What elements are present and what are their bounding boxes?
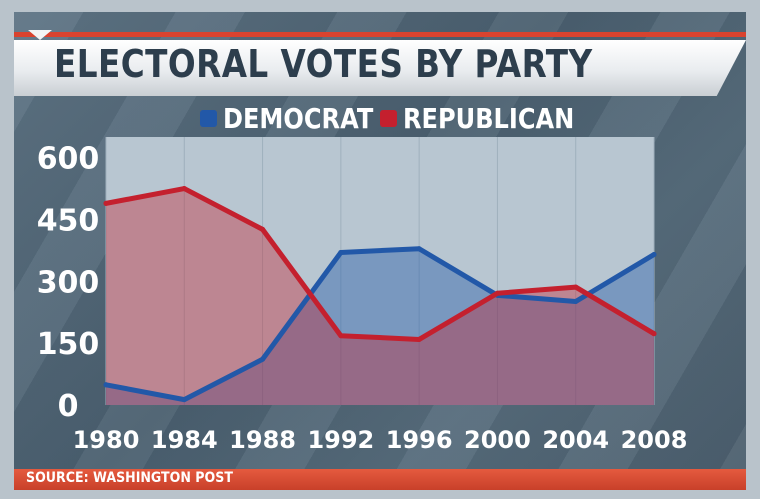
x-tick-label: 1988 bbox=[229, 426, 296, 454]
point-republican-2004 bbox=[573, 284, 579, 290]
point-republican-1984 bbox=[181, 186, 187, 192]
point-democrat-1984 bbox=[181, 397, 187, 403]
x-tick-label: 2004 bbox=[542, 426, 609, 454]
point-republican-2000 bbox=[494, 290, 500, 296]
y-tick-label: 600 bbox=[37, 142, 100, 177]
point-democrat-1996 bbox=[416, 246, 422, 252]
x-tick-label: 2000 bbox=[464, 426, 531, 454]
x-tick-label: 2008 bbox=[621, 426, 688, 454]
point-democrat-1980 bbox=[103, 382, 109, 388]
point-republican-1980 bbox=[103, 200, 109, 206]
y-tick-label: 150 bbox=[37, 327, 100, 362]
point-republican-2008 bbox=[651, 331, 657, 337]
top-accent-bar bbox=[14, 32, 746, 37]
area-democrat bbox=[106, 248, 654, 405]
plot-background bbox=[106, 137, 654, 405]
source-note: SOURCE: WASHINGTON POST bbox=[26, 470, 233, 486]
point-democrat-1992 bbox=[338, 249, 344, 255]
point-republican-1988 bbox=[260, 226, 266, 232]
legend-label-republican: REPUBLICAN bbox=[403, 101, 575, 135]
legend-label-democrat: DEMOCRAT bbox=[223, 101, 374, 135]
y-tick-label: 450 bbox=[37, 203, 100, 238]
legend-item-democrat: DEMOCRAT bbox=[200, 98, 398, 138]
legend-swatch-democrat bbox=[200, 109, 217, 127]
footer-bar: SOURCE: WASHINGTON POST bbox=[14, 469, 746, 490]
chart-frame: ELECTORAL VOTES BY PARTY DEMOCRAT REPUBL… bbox=[14, 12, 746, 490]
legend: DEMOCRAT REPUBLICAN bbox=[14, 98, 746, 138]
line-democrat bbox=[103, 246, 657, 403]
area-republican bbox=[106, 188, 654, 405]
point-democrat-2004 bbox=[573, 299, 579, 305]
y-tick-label: 0 bbox=[58, 389, 79, 424]
x-tick-label: 1992 bbox=[307, 426, 374, 454]
x-tick-label: 1996 bbox=[386, 426, 453, 454]
x-tick-label: 1984 bbox=[151, 426, 218, 454]
title-banner bbox=[14, 40, 746, 96]
point-democrat-1988 bbox=[260, 356, 266, 362]
point-republican-1992 bbox=[338, 333, 344, 339]
legend-swatch-republican bbox=[380, 109, 397, 127]
line-republican bbox=[103, 186, 657, 342]
point-democrat-2008 bbox=[651, 252, 657, 258]
banner-notch-icon bbox=[28, 30, 52, 40]
legend-item-republican: REPUBLICAN bbox=[380, 98, 602, 138]
y-tick-label: 300 bbox=[37, 265, 100, 300]
point-republican-1996 bbox=[416, 336, 422, 342]
chart-title: ELECTORAL VOTES BY PARTY bbox=[54, 42, 593, 86]
x-tick-label: 1980 bbox=[73, 426, 140, 454]
